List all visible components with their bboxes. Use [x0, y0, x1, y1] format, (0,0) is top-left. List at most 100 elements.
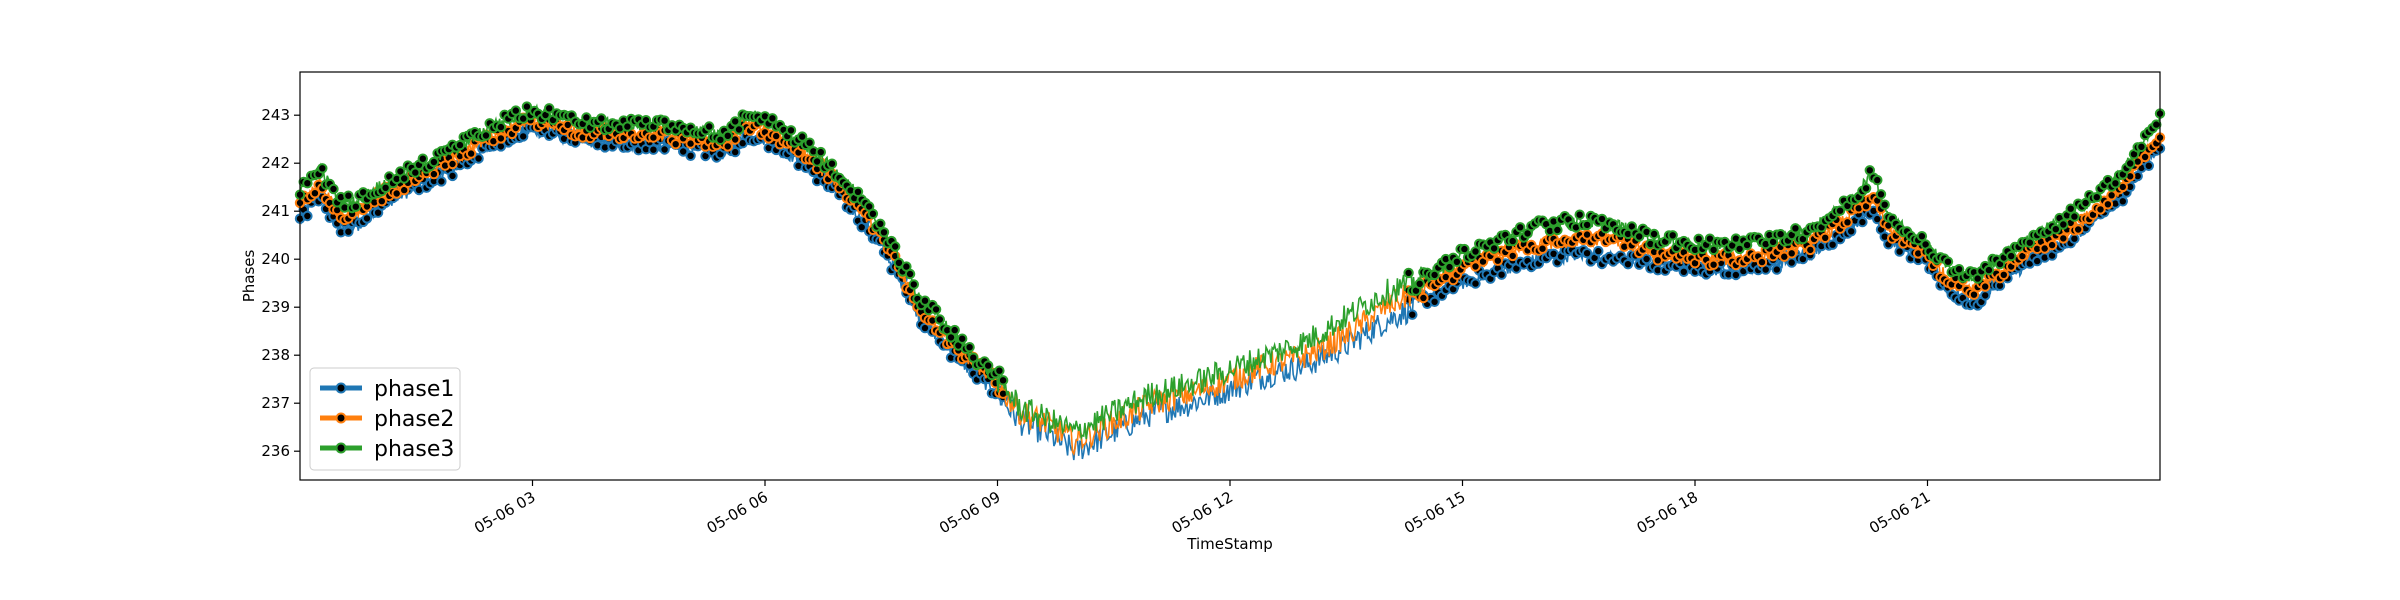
x-tick-label: 05-06 12 [1169, 488, 1236, 537]
data-point-phase2 [771, 130, 782, 142]
data-point-phase3 [878, 227, 890, 238]
data-point-phase3 [659, 115, 670, 126]
data-point-phase1 [447, 170, 458, 182]
data-point-phase3 [1648, 228, 1660, 240]
data-point-phase2 [2106, 190, 2117, 201]
data-point-phase3 [804, 137, 815, 148]
data-point-phase3 [983, 360, 994, 371]
legend-marker-phase2 [335, 412, 347, 424]
data-point-phase3 [1552, 224, 1563, 236]
y-tick-label: 241 [261, 202, 290, 220]
data-point-phase1 [518, 131, 529, 142]
data-point-phase1 [436, 176, 447, 187]
y-tick-label: 238 [261, 346, 290, 364]
data-point-phase1 [730, 146, 741, 158]
data-point-phase3 [1515, 222, 1526, 233]
data-point-phase3 [328, 183, 339, 195]
data-point-phase3 [1459, 243, 1470, 255]
data-point-phase2 [1805, 244, 1816, 256]
legend-label-phase2: phase2 [374, 407, 454, 432]
data-point-phase3 [811, 156, 823, 167]
data-point-phase3 [785, 125, 797, 136]
data-point-phase3 [1581, 219, 1593, 231]
data-point-phase1 [1470, 278, 1481, 289]
data-point-phase2 [2095, 204, 2106, 215]
data-point-phase3 [521, 101, 533, 112]
data-point-phase3 [904, 268, 916, 280]
data-point-phase1 [473, 153, 484, 164]
data-point-phase2 [1998, 269, 2010, 280]
data-point-phase2 [1786, 248, 1797, 259]
data-point-phase3 [1953, 264, 1965, 275]
y-tick-label: 240 [261, 250, 290, 268]
data-point-phase3 [733, 124, 745, 135]
data-point-phase2 [2058, 233, 2069, 244]
data-point-phase2 [2046, 239, 2058, 251]
data-point-phase3 [964, 342, 975, 353]
x-tick-label: 05-06 21 [1866, 488, 1933, 537]
y-tick-label: 237 [261, 394, 290, 412]
data-point-phase3 [930, 304, 942, 315]
data-point-phase2 [1708, 259, 1719, 270]
data-point-phase1 [1581, 248, 1593, 259]
data-point-phase1 [1622, 259, 1634, 270]
data-point-phase3 [867, 208, 879, 220]
data-point-phase3 [544, 103, 555, 114]
data-point-phase1 [1980, 290, 1991, 301]
data-point-phase3 [343, 190, 354, 201]
legend-label-phase1: phase1 [374, 377, 454, 402]
data-point-phase3 [1507, 235, 1518, 247]
data-point-phase3 [730, 116, 741, 127]
data-point-phase3 [1488, 243, 1500, 254]
data-point-phase3 [417, 153, 428, 164]
legend: phase1 phase2 phase3 [309, 367, 461, 471]
data-point-phase3 [1879, 199, 1890, 210]
data-point-phase2 [1820, 232, 1831, 244]
data-point-phase3 [890, 241, 901, 252]
data-point-phase1 [1872, 213, 1883, 225]
data-point-phase1 [1593, 245, 1604, 257]
data-point-phase3 [428, 156, 440, 168]
data-point-phase3 [919, 295, 931, 306]
data-point-phase1 [1407, 309, 1418, 320]
y-tick-label: 236 [261, 442, 290, 460]
data-point-phase3 [2136, 141, 2147, 153]
data-point-phase2 [1418, 292, 1429, 304]
data-point-phase3 [380, 182, 391, 194]
data-point-phase3 [480, 130, 492, 141]
x-tick-label: 05-06 09 [936, 488, 1003, 537]
data-point-phase3 [2065, 203, 2076, 214]
data-point-phase3 [815, 146, 826, 158]
data-point-phase3 [1875, 189, 1887, 200]
data-point-phase1 [1641, 253, 1652, 265]
data-point-phase3 [2091, 192, 2103, 203]
data-point-phase1 [2117, 196, 2129, 207]
data-point-phase3 [704, 121, 715, 132]
data-point-phase2 [1842, 217, 1853, 228]
data-point-phase3 [581, 112, 592, 123]
data-point-phase2 [495, 133, 507, 144]
data-point-phase2 [2102, 199, 2114, 210]
y-tick-label: 242 [261, 154, 290, 172]
data-point-phase3 [2058, 219, 2069, 230]
data-point-phase3 [934, 314, 945, 325]
data-point-phase3 [1790, 223, 1801, 234]
data-point-phase3 [1860, 183, 1872, 194]
data-point-phase3 [722, 130, 733, 142]
data-point-phase3 [826, 158, 838, 169]
data-point-phase3 [317, 163, 328, 174]
data-point-phase3 [1451, 256, 1463, 267]
data-point-phase2 [1756, 256, 1768, 268]
data-point-phase3 [2151, 119, 2162, 130]
data-point-phase1 [1846, 226, 1857, 237]
x-tick-label: 05-06 06 [704, 488, 771, 537]
data-point-phase3 [852, 186, 864, 198]
data-point-phase3 [957, 333, 968, 344]
y-axis: 236 237 238 239 240 241 242 243 [261, 106, 300, 460]
data-point-phase3 [1916, 231, 1928, 242]
data-point-phase1 [2143, 160, 2155, 172]
x-tick-label: 05-06 18 [1634, 488, 1701, 537]
data-point-phase3 [797, 131, 808, 142]
data-point-phase3 [1693, 233, 1704, 245]
